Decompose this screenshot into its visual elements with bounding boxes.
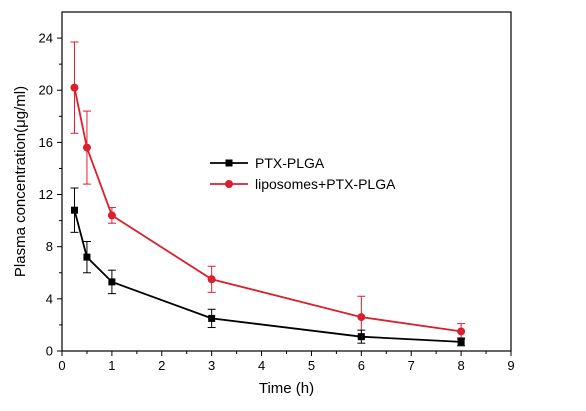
x-tick-label: 3 [208,358,215,373]
x-tick-label: 7 [408,358,415,373]
data-point [70,83,79,92]
x-tick-label: 2 [158,358,165,373]
y-axis: 0 4 8 12 16 20 24 [39,31,62,359]
data-point [457,338,465,346]
x-tick-label: 9 [507,358,514,373]
data-point [357,313,366,322]
x-tick-label: 1 [108,358,115,373]
x-tick-label: 4 [258,358,265,373]
legend-marker [225,180,233,188]
y-tick-label: 20 [39,83,53,98]
x-tick-label: 8 [457,358,464,373]
y-tick-label: 8 [46,239,53,254]
series-line [73,209,462,343]
data-point [70,206,78,214]
legend: PTX-PLGA liposomes+PTX-PLGA [210,155,396,192]
x-axis-label: Time (h) [259,380,314,397]
legend-label: PTX-PLGA [255,155,325,171]
legend-label: liposomes+PTX-PLGA [255,176,396,192]
x-axis: 0 1 2 3 4 5 6 7 8 9 [58,351,515,373]
series-layer [70,41,466,347]
data-point [83,253,91,261]
series-line [73,87,462,333]
x-tick-label: 6 [358,358,365,373]
y-tick-label: 24 [39,31,53,46]
data-point [82,143,91,152]
legend-marker [225,159,233,167]
data-point [207,275,216,284]
y-tick-label: 4 [46,291,53,306]
data-point [208,314,216,322]
y-axis-label: Plasma concentration(μg/ml) [12,86,29,277]
x-tick-label: 0 [58,358,65,373]
data-point [457,327,466,336]
data-point [357,333,365,341]
data-point [108,278,116,286]
data-point [107,211,116,220]
y-tick-label: 12 [39,187,53,202]
y-tick-label: 16 [39,135,53,150]
x-tick-label: 5 [308,358,315,373]
series-1 [70,187,466,347]
y-tick-label: 0 [46,344,53,359]
